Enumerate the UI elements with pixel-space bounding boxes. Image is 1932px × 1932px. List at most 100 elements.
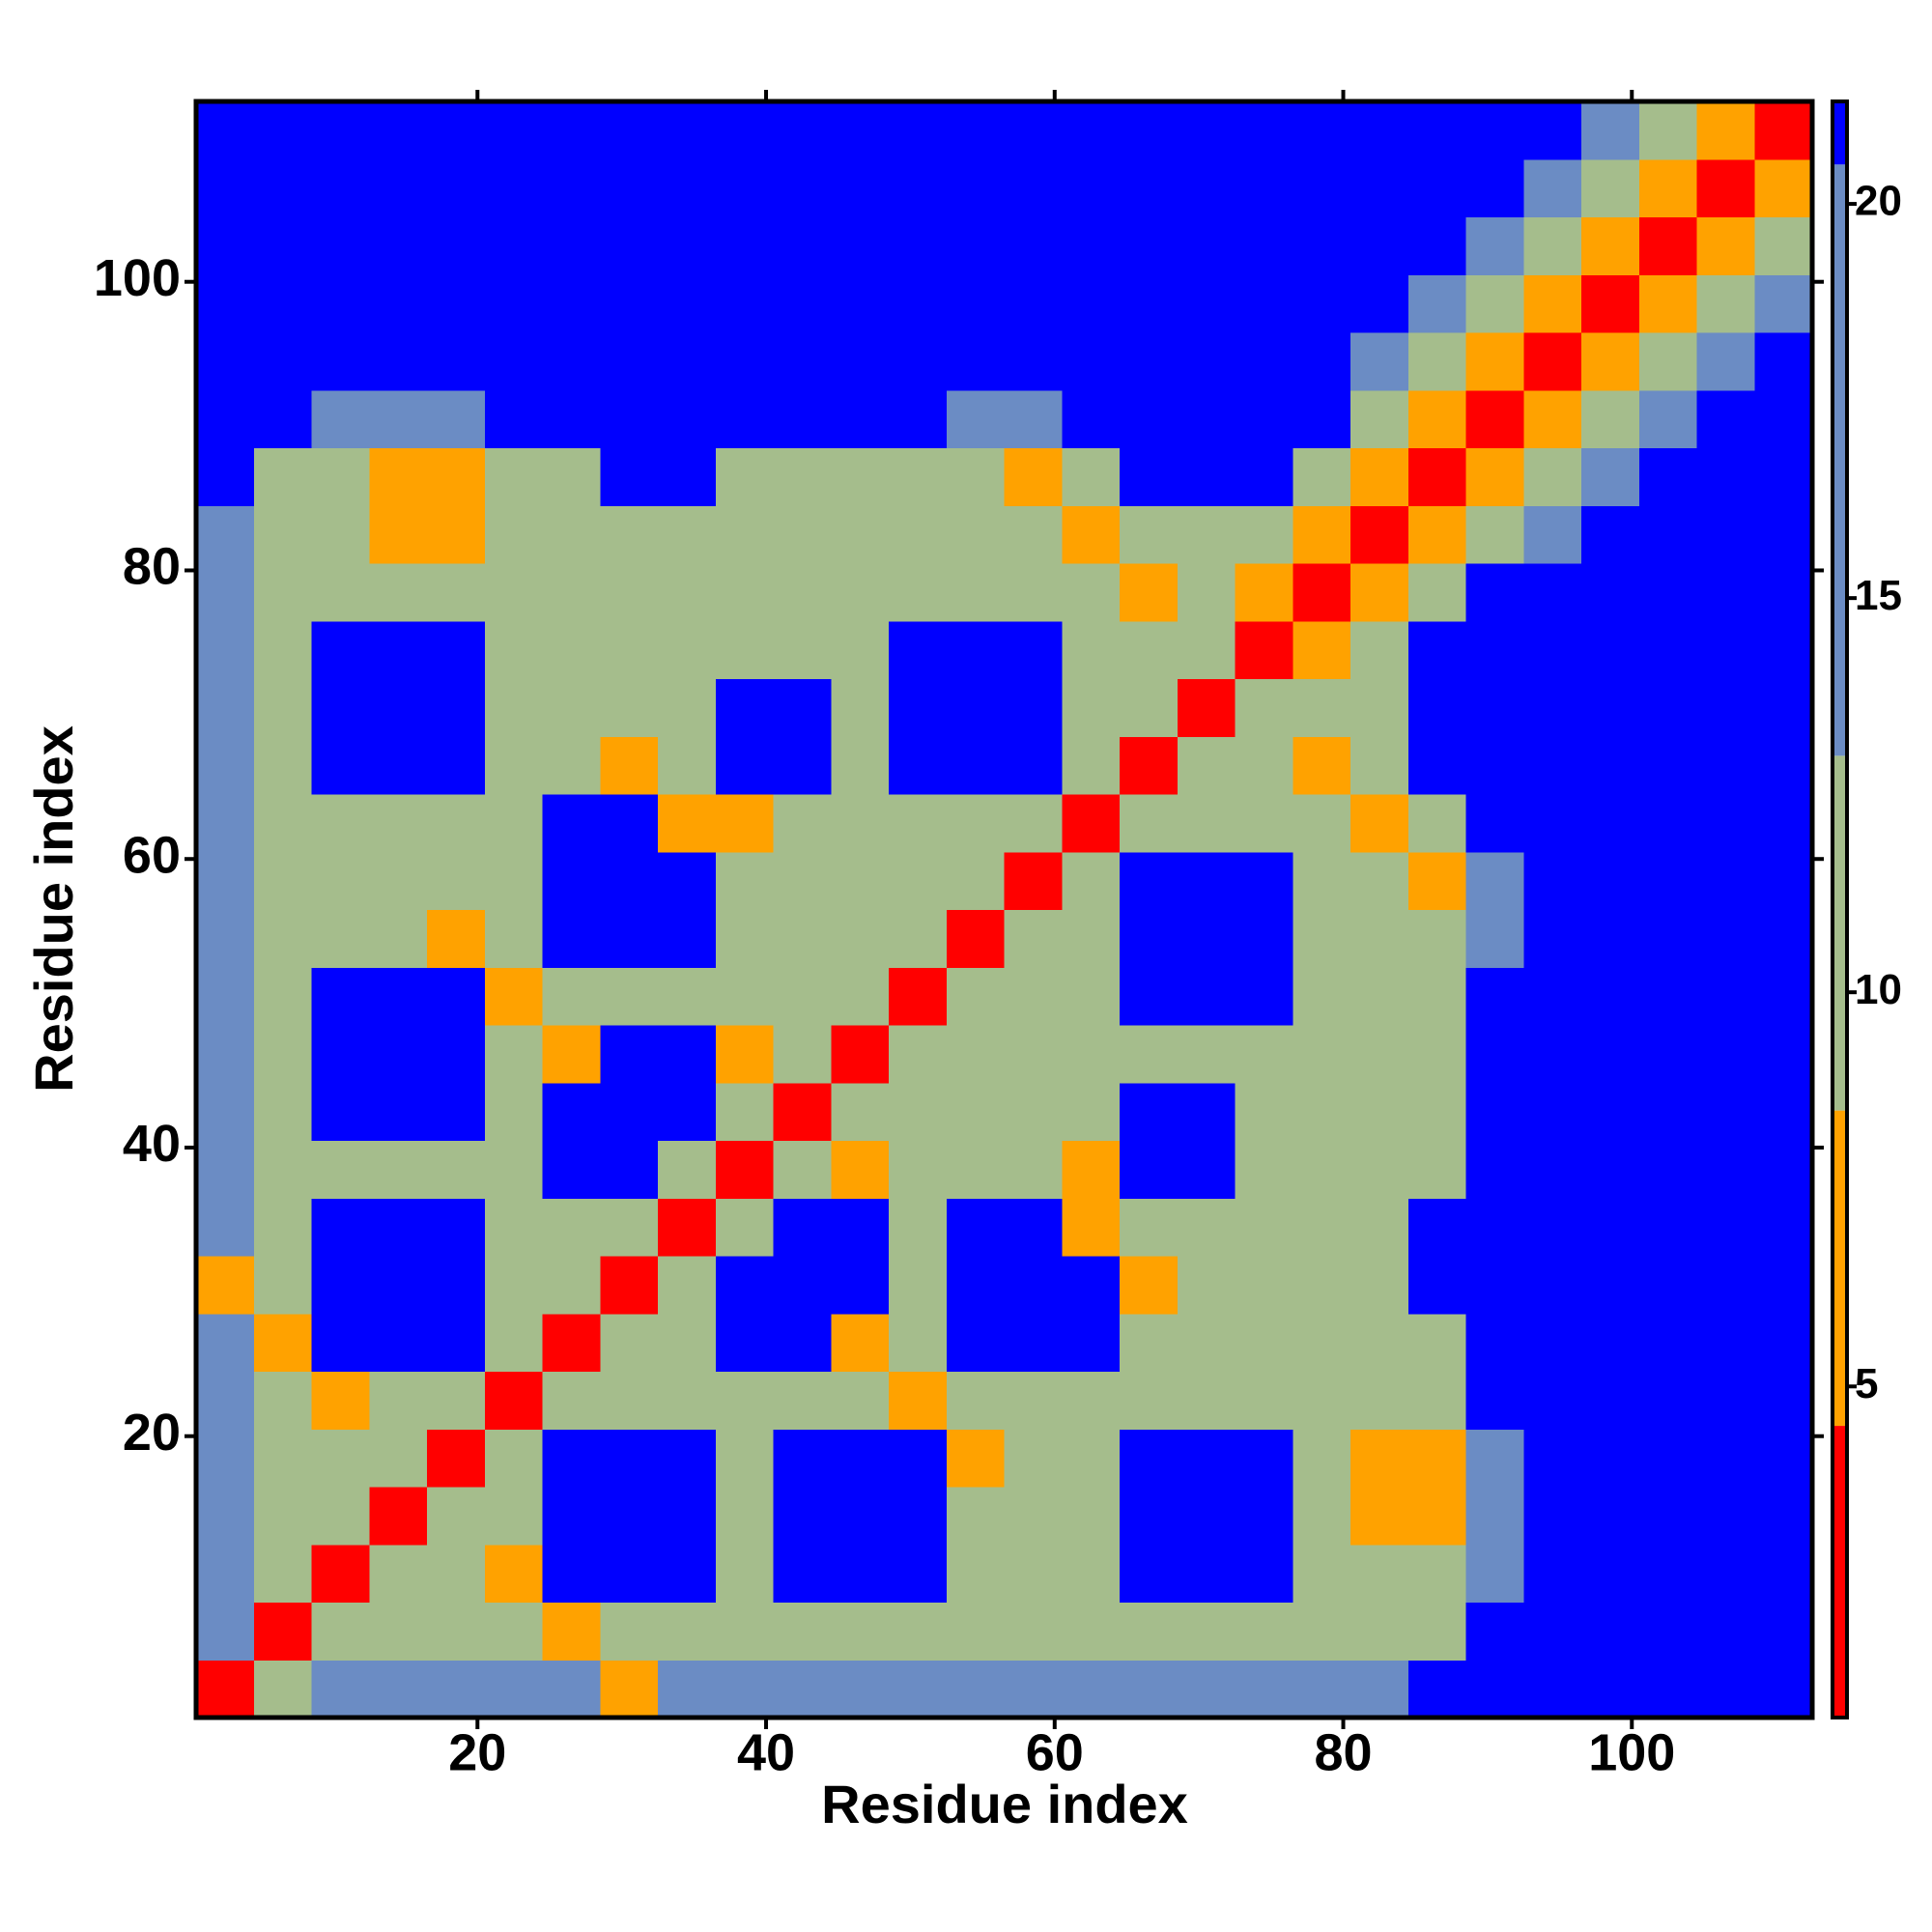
heatmap-cell xyxy=(1293,505,1351,564)
heatmap-cell xyxy=(1177,563,1236,622)
heatmap-cell xyxy=(831,505,890,564)
heatmap-cell xyxy=(889,389,948,449)
heatmap-cell xyxy=(1754,332,1813,391)
heatmap-cell xyxy=(369,678,428,737)
heatmap-cell xyxy=(1120,332,1179,391)
colorbar-tick-label: 20 xyxy=(1855,178,1902,225)
heatmap-cell xyxy=(1523,563,1582,622)
colorbar-band xyxy=(1833,1110,1847,1427)
heatmap-cell xyxy=(600,1487,659,1546)
heatmap-cell xyxy=(1235,1429,1293,1488)
heatmap-cell xyxy=(773,505,832,564)
heatmap-cell xyxy=(1350,505,1409,564)
heatmap-cell xyxy=(715,389,775,449)
heatmap-cell xyxy=(484,1256,544,1315)
heatmap-cell xyxy=(1120,794,1179,853)
heatmap-cell xyxy=(773,909,832,968)
heatmap-cell xyxy=(1407,505,1467,564)
heatmap-cell xyxy=(1293,1602,1351,1661)
heatmap-cell xyxy=(1581,158,1640,218)
heatmap-cell xyxy=(1581,447,1640,506)
heatmap-cell xyxy=(658,1256,717,1315)
heatmap-cell xyxy=(484,678,544,737)
heatmap-cell xyxy=(1235,274,1293,333)
heatmap-cell xyxy=(369,1371,428,1430)
heatmap-cell xyxy=(1062,909,1121,968)
heatmap-cell xyxy=(369,1660,428,1719)
colorbar-band xyxy=(1833,755,1847,1111)
heatmap-cell xyxy=(1696,1313,1755,1373)
heatmap-cell xyxy=(369,1429,428,1488)
heatmap-cell xyxy=(1177,678,1236,737)
heatmap-cell xyxy=(773,158,832,218)
heatmap-cell xyxy=(1523,1487,1582,1546)
heatmap-cell xyxy=(1293,563,1351,622)
heatmap-cell xyxy=(484,620,544,680)
heatmap-cell xyxy=(1754,620,1813,680)
heatmap-cell xyxy=(1465,389,1524,449)
heatmap-cell xyxy=(946,736,1006,795)
heatmap-cell xyxy=(1696,216,1755,275)
heatmap-cell xyxy=(1062,1082,1121,1142)
heatmap-cell xyxy=(773,1429,832,1488)
heatmap-cell xyxy=(600,1371,659,1430)
heatmap-cell xyxy=(1350,678,1409,737)
heatmap-cell xyxy=(1177,1198,1236,1257)
heatmap-cell xyxy=(1523,1025,1582,1084)
heatmap-cell xyxy=(658,389,717,449)
heatmap-cell xyxy=(1465,1371,1524,1430)
heatmap-cell xyxy=(369,620,428,680)
heatmap-cell xyxy=(1004,1602,1063,1661)
heatmap-cell xyxy=(889,1602,948,1661)
heatmap-cell xyxy=(600,447,659,506)
heatmap-cell xyxy=(600,620,659,680)
heatmap-cell xyxy=(1177,158,1236,218)
heatmap-cell xyxy=(831,1371,890,1430)
heatmap-cell xyxy=(1177,967,1236,1026)
heatmap-cell xyxy=(831,332,890,391)
heatmap-cell xyxy=(311,101,370,160)
heatmap-cell xyxy=(600,678,659,737)
heatmap-cell xyxy=(600,967,659,1026)
heatmap-cell xyxy=(484,563,544,622)
heatmap-cell xyxy=(946,1256,1006,1315)
heatmap-cell xyxy=(1581,1487,1640,1546)
heatmap-cell xyxy=(1004,1198,1063,1257)
heatmap-cell xyxy=(484,447,544,506)
heatmap-cell xyxy=(1581,1371,1640,1430)
heatmap-cell xyxy=(1293,1198,1351,1257)
heatmap-cell xyxy=(1581,1313,1640,1373)
heatmap-cell xyxy=(889,274,948,333)
heatmap-cell xyxy=(311,332,370,391)
heatmap-cell xyxy=(831,736,890,795)
heatmap-cell xyxy=(1235,1602,1293,1661)
heatmap-cell xyxy=(1004,158,1063,218)
heatmap-cell xyxy=(484,216,544,275)
heatmap-cell xyxy=(831,1198,890,1257)
heatmap-cell xyxy=(253,1025,313,1084)
heatmap-cell xyxy=(1004,1140,1063,1199)
heatmap-cell xyxy=(484,1660,544,1719)
heatmap-cell xyxy=(773,1660,832,1719)
heatmap-cell xyxy=(369,794,428,853)
heatmap-cell xyxy=(1235,1544,1293,1604)
heatmap-cell xyxy=(658,158,717,218)
heatmap-cell xyxy=(1293,447,1351,506)
heatmap-cell xyxy=(946,1313,1006,1373)
heatmap-cell xyxy=(311,909,370,968)
heatmap-cell xyxy=(600,1198,659,1257)
heatmap-cell xyxy=(1177,447,1236,506)
heatmap-cell xyxy=(1638,1025,1698,1084)
heatmap-cell xyxy=(1754,1140,1813,1199)
heatmap-cell xyxy=(831,1429,890,1488)
heatmap-cell xyxy=(311,447,370,506)
heatmap-cell xyxy=(715,1313,775,1373)
heatmap-cell xyxy=(1754,851,1813,911)
heatmap-cell xyxy=(1120,678,1179,737)
heatmap-cell xyxy=(1696,158,1755,218)
heatmap-cell xyxy=(1235,1256,1293,1315)
heatmap-cell xyxy=(427,1313,486,1373)
heatmap-cell xyxy=(1465,1140,1524,1199)
heatmap-cell xyxy=(1638,736,1698,795)
heatmap-cell xyxy=(1754,1487,1813,1546)
